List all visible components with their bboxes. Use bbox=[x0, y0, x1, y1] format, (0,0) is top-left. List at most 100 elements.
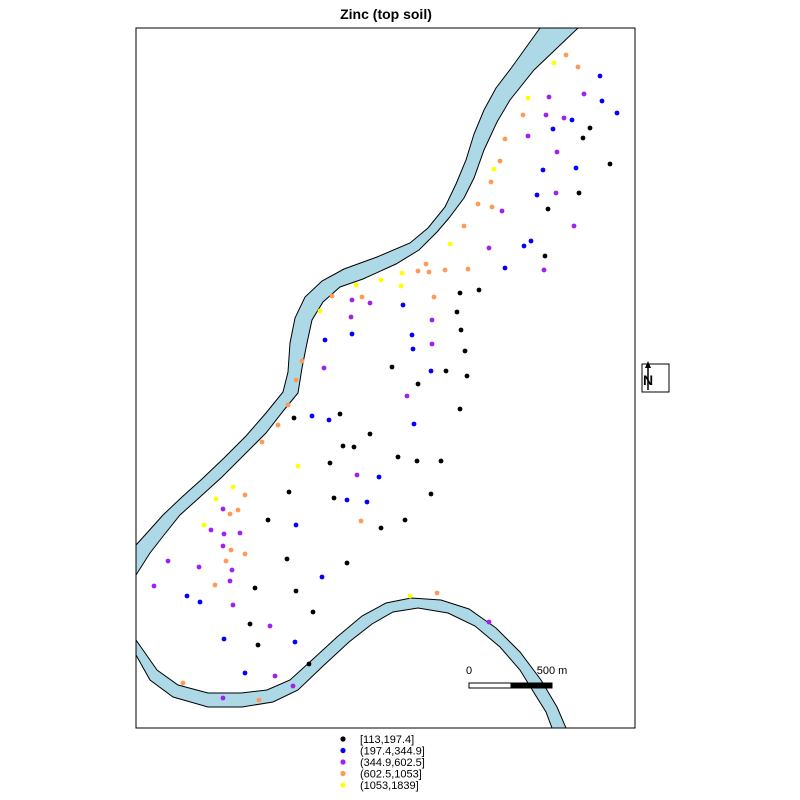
sample-point bbox=[340, 443, 346, 449]
sample-point bbox=[581, 91, 587, 97]
sample-point bbox=[462, 348, 468, 354]
sample-point bbox=[212, 582, 218, 588]
sample-point bbox=[580, 135, 586, 141]
legend-label: [113,197.4] bbox=[360, 734, 414, 746]
sample-point bbox=[255, 642, 261, 648]
sample-point bbox=[415, 268, 421, 274]
sample-point bbox=[553, 190, 559, 196]
sample-point bbox=[376, 474, 382, 480]
sample-point bbox=[534, 192, 540, 198]
sample-point bbox=[367, 300, 373, 306]
sample-point bbox=[528, 238, 534, 244]
sample-point bbox=[265, 517, 271, 523]
sample-points bbox=[151, 52, 620, 703]
sample-point bbox=[321, 365, 327, 371]
sample-point bbox=[349, 297, 355, 303]
sample-point bbox=[221, 636, 227, 642]
sample-point bbox=[400, 302, 406, 308]
north-arrow-label: N bbox=[643, 372, 653, 388]
sample-point bbox=[293, 588, 299, 594]
sample-point bbox=[367, 431, 373, 437]
sample-point bbox=[454, 309, 460, 315]
sample-point bbox=[295, 463, 301, 469]
sample-point bbox=[310, 609, 316, 615]
sample-point bbox=[395, 454, 401, 460]
sample-point bbox=[561, 115, 567, 121]
sample-point bbox=[208, 527, 214, 533]
sample-point bbox=[607, 161, 613, 167]
sample-point bbox=[220, 506, 226, 512]
sample-point bbox=[293, 522, 299, 528]
sample-point bbox=[399, 270, 405, 276]
sample-point bbox=[546, 94, 552, 100]
sample-point bbox=[442, 267, 448, 273]
sample-point bbox=[309, 413, 315, 419]
legend-swatch bbox=[340, 759, 346, 765]
sample-point bbox=[322, 337, 328, 343]
sample-point bbox=[571, 223, 577, 229]
map-panel-border bbox=[135, 27, 636, 729]
legend-label: (197.4,344.9] bbox=[360, 746, 425, 758]
sample-point bbox=[488, 179, 494, 185]
legend-label: (344.9,602.5] bbox=[360, 757, 425, 769]
sample-point bbox=[540, 167, 546, 173]
sample-point bbox=[409, 332, 415, 338]
sample-point bbox=[378, 525, 384, 531]
sample-point bbox=[227, 578, 233, 584]
legend-swatch bbox=[340, 747, 346, 754]
sample-point bbox=[410, 346, 416, 352]
sample-point bbox=[489, 204, 495, 210]
sample-point bbox=[575, 64, 581, 70]
sample-point bbox=[389, 364, 395, 370]
sample-point bbox=[428, 368, 434, 374]
sample-point bbox=[319, 574, 325, 580]
sample-point bbox=[491, 166, 497, 172]
sample-point bbox=[326, 417, 332, 423]
sample-point bbox=[447, 241, 453, 247]
river bbox=[136, 597, 567, 728]
sample-point bbox=[359, 294, 365, 300]
sample-point bbox=[344, 560, 350, 566]
sample-point bbox=[285, 402, 291, 408]
sample-point bbox=[331, 495, 337, 501]
scale-bar: 0 500 m bbox=[466, 665, 567, 689]
sample-point bbox=[272, 673, 278, 679]
sample-point bbox=[461, 223, 467, 229]
sample-point bbox=[223, 558, 229, 564]
legend: [113,197.4](197.4,344.9](344.9,602.5](60… bbox=[340, 734, 425, 792]
sample-point bbox=[306, 661, 312, 667]
sample-point bbox=[292, 639, 298, 645]
sample-point bbox=[151, 583, 157, 589]
sample-point bbox=[458, 327, 464, 333]
sample-point bbox=[165, 558, 171, 564]
sample-point bbox=[543, 112, 549, 118]
sample-point bbox=[486, 245, 492, 251]
scale-bar-start-label: 0 bbox=[466, 665, 472, 677]
map-title: Zinc (top soil) bbox=[340, 6, 432, 22]
sample-point bbox=[465, 266, 471, 272]
sample-point bbox=[398, 283, 404, 289]
sample-point bbox=[554, 149, 560, 155]
sample-point bbox=[275, 422, 281, 428]
sample-point bbox=[184, 593, 190, 599]
sample-point bbox=[317, 308, 323, 314]
sample-point bbox=[242, 670, 248, 676]
sample-point bbox=[587, 125, 593, 131]
sample-point bbox=[521, 243, 527, 249]
sample-point bbox=[256, 697, 262, 703]
sample-point bbox=[414, 458, 420, 464]
sample-point bbox=[434, 590, 440, 596]
sample-point bbox=[290, 683, 296, 689]
sample-point bbox=[235, 507, 241, 513]
sample-point bbox=[551, 60, 557, 66]
sample-point bbox=[354, 472, 360, 478]
sample-point bbox=[353, 282, 359, 288]
sample-point bbox=[349, 331, 355, 337]
sample-point bbox=[423, 261, 429, 267]
sample-point bbox=[497, 158, 503, 164]
sample-point bbox=[230, 484, 236, 490]
sample-point bbox=[180, 680, 186, 686]
sample-point bbox=[407, 593, 413, 599]
sample-point bbox=[259, 439, 265, 445]
sample-point bbox=[404, 393, 410, 399]
